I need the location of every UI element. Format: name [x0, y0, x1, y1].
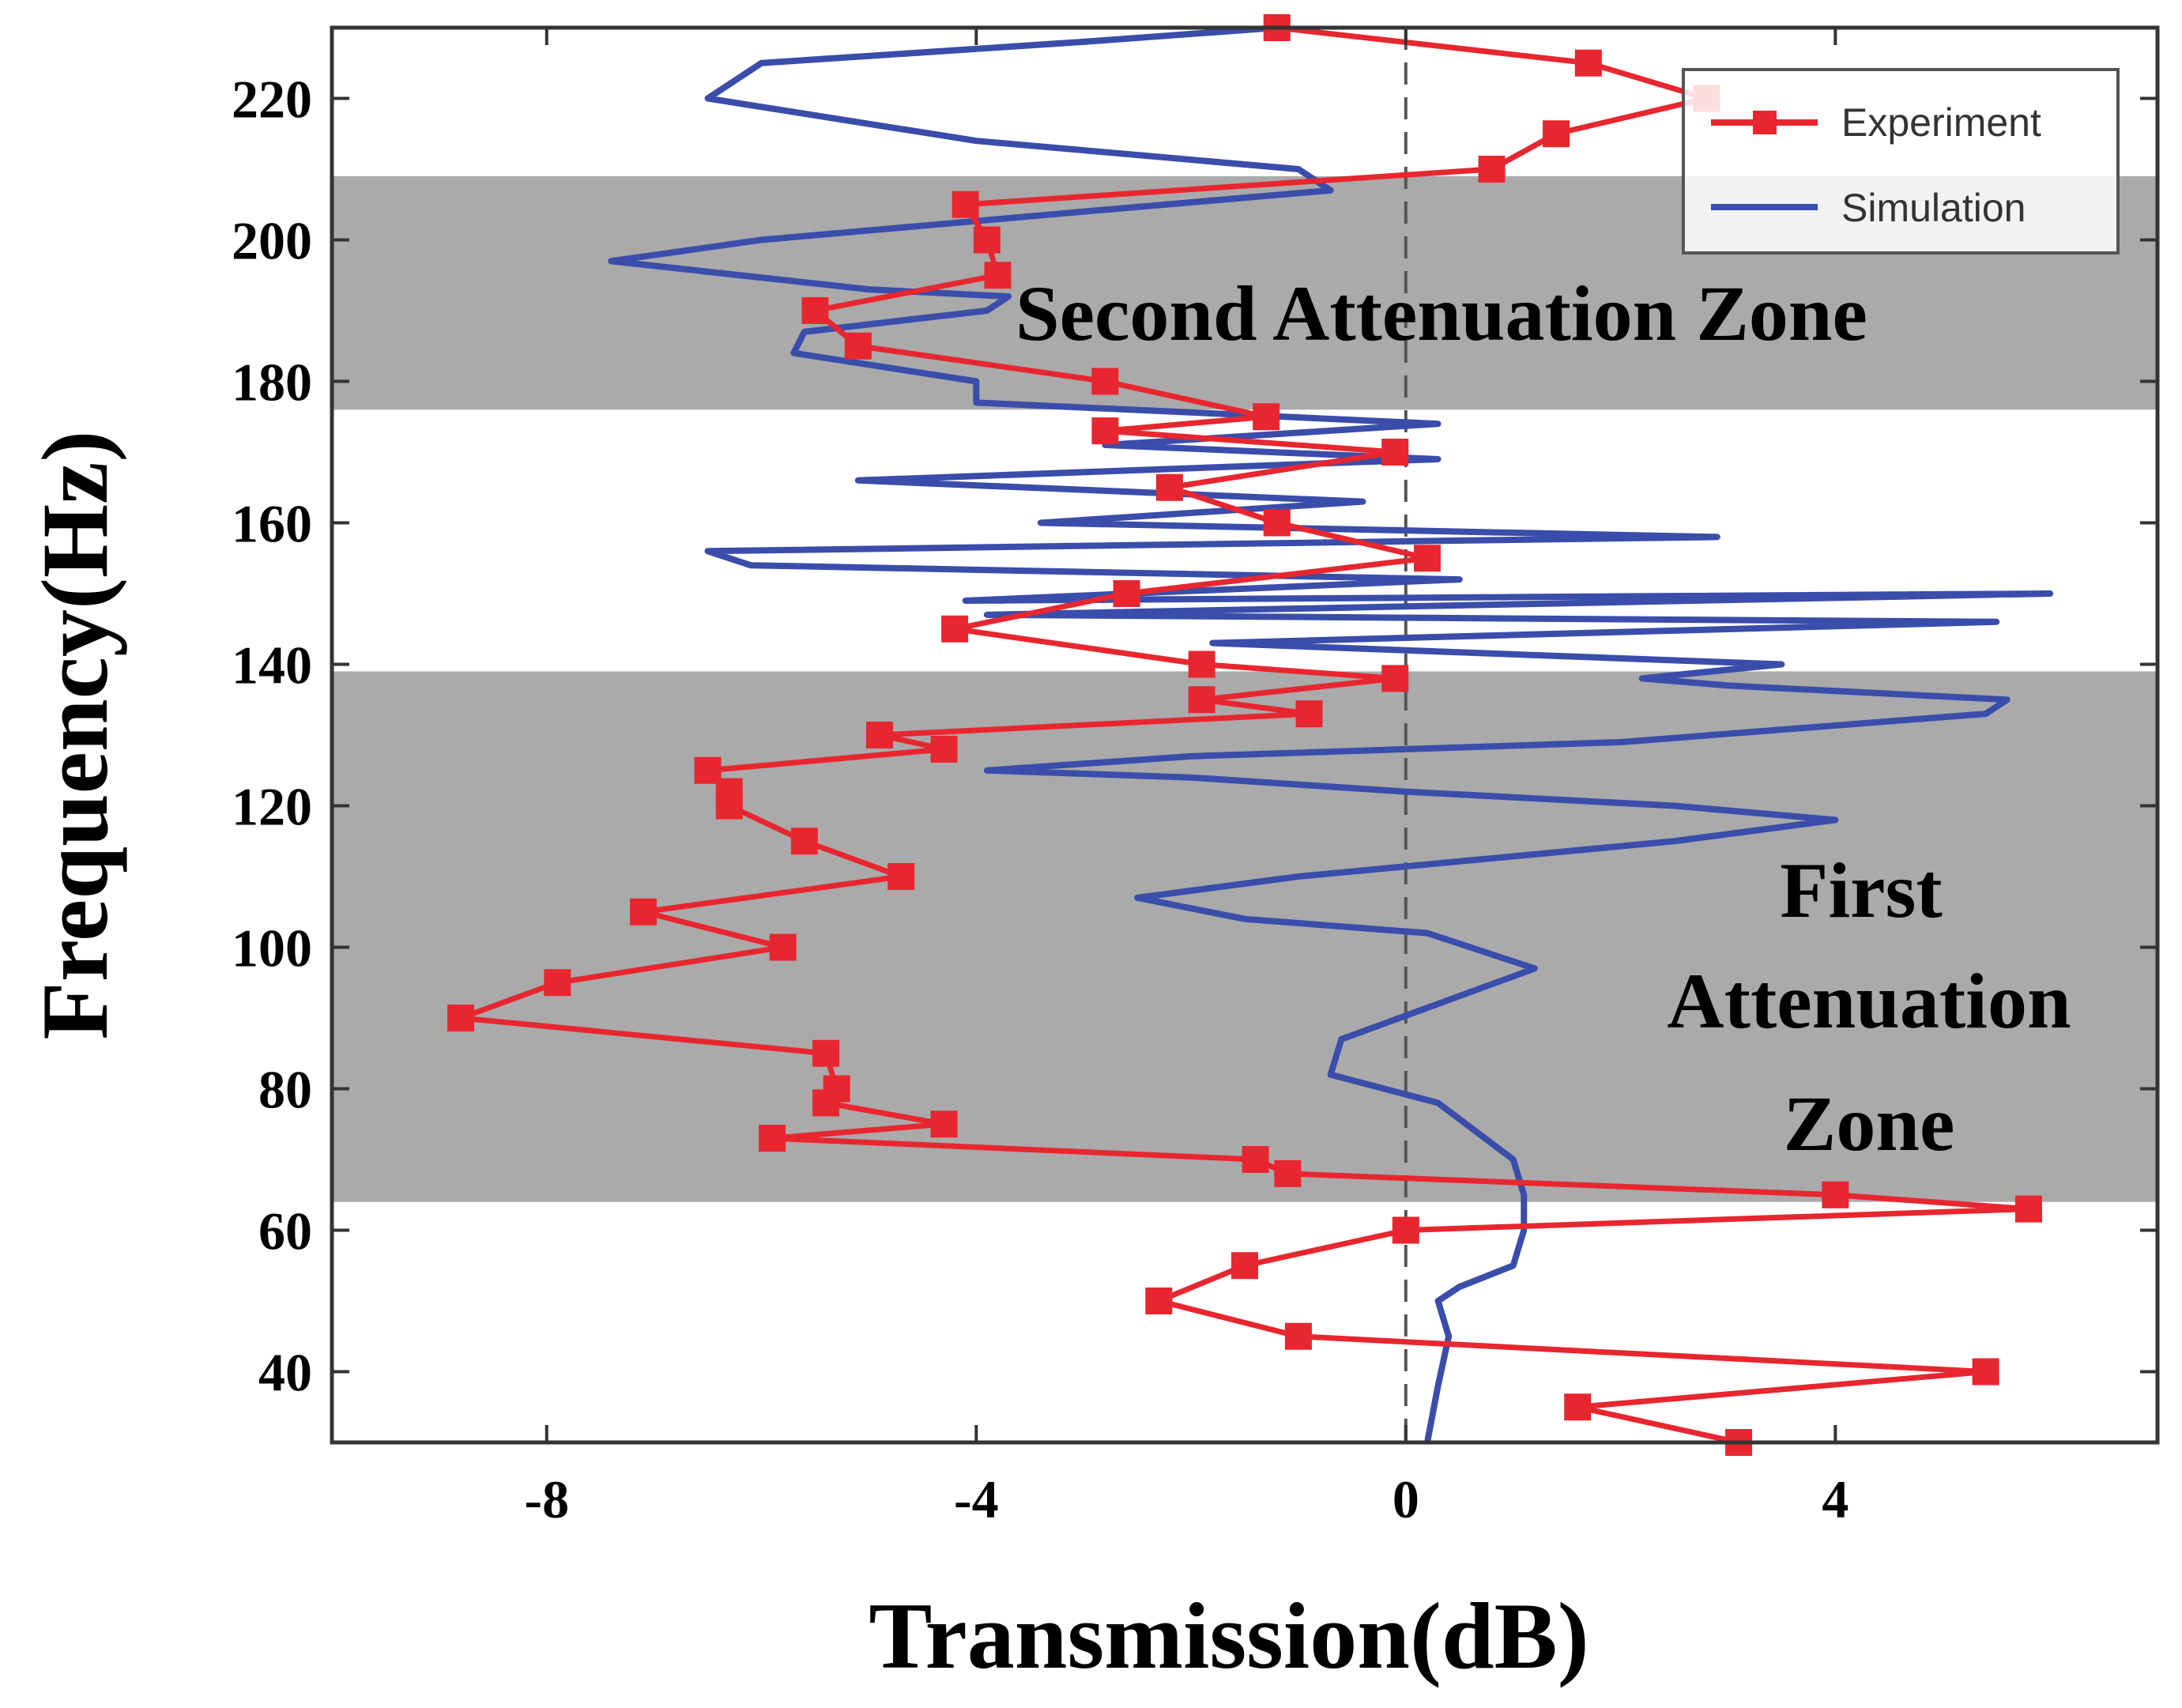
experiment-point [952, 190, 979, 218]
experiment-point [1231, 1252, 1258, 1280]
experiment-point [1543, 120, 1570, 148]
experiment-point [812, 1039, 840, 1067]
x-tick-label: 4 [1822, 1469, 1848, 1529]
legend: Experiment Simulation [1682, 68, 2120, 255]
experiment-point [1091, 417, 1119, 445]
experiment-point [2014, 1195, 2042, 1223]
plot-frame [330, 25, 2160, 1445]
experiment-point [769, 933, 797, 961]
x-tick-label: -8 [524, 1469, 569, 1529]
attenuation-zone-1 [332, 671, 2158, 1202]
legend-label-experiment: Experiment [1841, 100, 2041, 145]
x-tick-label: -4 [954, 1469, 999, 1529]
zone-labels: First Attenuation Zone Second Attenuation Z… [1016, 270, 2071, 1167]
x-tick-label: 0 [1392, 1469, 1419, 1529]
experiment-point [844, 332, 872, 360]
y-tick-label: 140 [232, 635, 312, 696]
experiment-point [1145, 1288, 1173, 1314]
experiment-point [973, 226, 1001, 254]
second-zone-label: Second Attenuation Zone [1016, 270, 1867, 357]
first-zone-label-line: Zone [1784, 1080, 1955, 1167]
experiment-point [1274, 1159, 1302, 1187]
experiment-point [1155, 473, 1183, 501]
experiment-series [447, 14, 2042, 1456]
y-tick-label: 60 [258, 1201, 312, 1261]
first-zone-label-line: First [1780, 846, 1942, 934]
experiment-point [1414, 545, 1441, 572]
first-zone-label-line: Attenuation [1667, 957, 2071, 1045]
axis-ticks: -8 -4 0 4 40 60 80 100 120 140 160 180 200 220 [232, 28, 2158, 1529]
experiment-point [694, 756, 722, 784]
experiment-point [930, 735, 958, 763]
experiment-point [1381, 439, 1409, 466]
experiment-point [801, 297, 829, 324]
experiment-point [1188, 686, 1215, 714]
experiment-point [1392, 1216, 1419, 1244]
y-tick-label: 120 [232, 777, 312, 837]
y-tick-label: 220 [232, 70, 312, 130]
legend-label-simulation: Simulation [1841, 186, 2026, 230]
experiment-point [1564, 1393, 1592, 1421]
experiment-point [1822, 1181, 1849, 1208]
experiment-point [1113, 580, 1140, 607]
y-tick-label: 100 [232, 918, 312, 978]
experiment-point [941, 615, 969, 643]
legend-box [1682, 68, 2120, 255]
experiment-point [1091, 368, 1119, 395]
experiment-point [790, 828, 818, 855]
experiment-point [1478, 156, 1506, 183]
experiment-point [630, 898, 658, 926]
experiment-point [984, 262, 1012, 289]
y-tick-label: 80 [258, 1060, 312, 1120]
experiment-point [447, 1005, 475, 1031]
experiment-point [1188, 650, 1215, 678]
experiment-point [1242, 1146, 1269, 1173]
y-tick-label: 160 [232, 494, 312, 554]
x-axis-title: Transmission(dB) [869, 1583, 1588, 1688]
experiment-point [1574, 49, 1602, 77]
y-tick-label: 40 [258, 1343, 312, 1403]
experiment-point [1381, 665, 1409, 692]
y-tick-label: 200 [232, 211, 312, 271]
experiment-point [866, 722, 893, 748]
experiment-point [544, 969, 571, 997]
y-tick-label: 180 [232, 353, 312, 413]
experiment-point [1284, 1322, 1312, 1350]
experiment-point [887, 863, 915, 890]
experiment-point [823, 1075, 850, 1103]
experiment-point [930, 1110, 958, 1138]
experiment-point [759, 1125, 786, 1152]
experiment-point [1295, 700, 1323, 728]
experiment-point [1972, 1358, 1999, 1386]
y-axis-title: Frequency(Hz) [22, 431, 127, 1040]
experiment-point [1263, 509, 1291, 537]
legend-marker-experiment [1753, 111, 1777, 134]
experiment-point [1253, 403, 1280, 431]
